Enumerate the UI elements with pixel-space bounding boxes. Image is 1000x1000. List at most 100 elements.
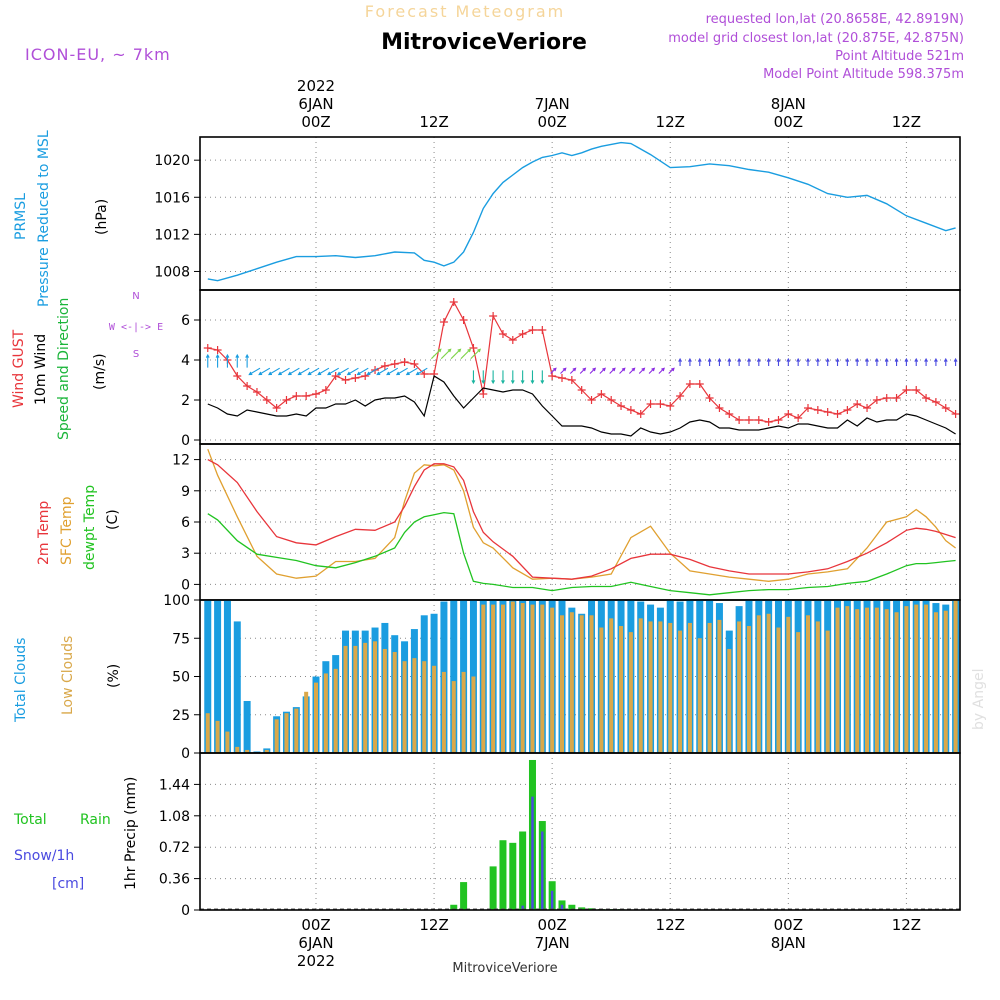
bottom-time-label-line: 2022 [297, 952, 335, 970]
wind-direction-arrow [953, 357, 958, 366]
gust-point [695, 380, 704, 388]
temp-sfc-line [207, 448, 956, 582]
gust-point [754, 416, 763, 424]
low-cloud-bar [776, 627, 781, 753]
gust-point [922, 394, 931, 402]
bottom-time-label-line: 8JAN [771, 934, 806, 952]
low-cloud-bar [314, 682, 318, 753]
wind-direction-arrow [697, 357, 702, 366]
cloud-labels: Total Clouds Low Clouds (%) [13, 636, 122, 723]
low-cloud-bar [589, 615, 594, 753]
rain-label-rain: Rain [80, 812, 111, 828]
gust-point [538, 326, 547, 334]
low-cloud-bar [373, 641, 378, 753]
bottom-time-label-line: 00Z [537, 916, 566, 934]
low-cloud-bar [235, 746, 240, 753]
snow-bar [531, 796, 534, 910]
gust-point [380, 362, 389, 370]
low-cloud-bar [953, 600, 958, 753]
low-cloud-bar [737, 621, 742, 753]
temp-labels: 2m Temp SFC Temp dewpt Temp (C) [36, 485, 121, 570]
wind-direction-arrow [395, 367, 408, 376]
low-cloud-bar [914, 604, 919, 753]
low-cloud-bar [363, 642, 368, 753]
wind-direction-arrow [884, 357, 889, 366]
gust-point [774, 416, 783, 424]
gust-point [705, 394, 714, 402]
wind-direction-arrow [450, 348, 462, 360]
top-time-label-line: 12Z [892, 113, 921, 131]
low-cloud-bar [402, 661, 407, 753]
gust-point [872, 396, 881, 404]
low-cloud-bar [579, 615, 584, 753]
top-time-label: 12Z [419, 113, 448, 131]
low-cloud-bar [599, 627, 604, 753]
top-time-label-line: 2022 [297, 77, 335, 95]
gust-point [331, 372, 340, 380]
low-cloud-bar [933, 612, 938, 753]
low-cloud-bar [609, 618, 614, 753]
wind-direction-arrow [569, 367, 577, 374]
low-cloud-bar [746, 626, 751, 753]
wind-direction-arrow [560, 367, 567, 374]
top-time-label-line: 12Z [656, 113, 685, 131]
plot-area: 10081012101610200246036912025507510000.3… [154, 77, 961, 970]
gust-point [892, 394, 901, 402]
panel-clouds: 0 25 50 75 100 [163, 593, 961, 762]
low-cloud-bar [560, 615, 564, 753]
gust-point [617, 402, 626, 410]
gust-point [656, 400, 665, 408]
wind-direction-arrow [855, 357, 860, 366]
wind-direction-arrow [471, 370, 476, 385]
low-cloud-bar [865, 607, 870, 753]
gust-point [843, 406, 852, 414]
wind-direction-arrow [825, 357, 830, 366]
bottom-time-label: 12Z [656, 916, 685, 934]
pressure-unit: (hPa) [94, 199, 110, 235]
low-cloud-bar [815, 621, 820, 753]
top-time-label-line: 00Z [537, 113, 566, 131]
gust-point [941, 404, 950, 412]
wind-direction-arrow [933, 357, 938, 366]
low-cloud-bar [569, 612, 574, 753]
y-tick-label: 6 [181, 313, 190, 329]
rain-bar [489, 866, 497, 910]
pressure-labels: PRMSL Pressure Reduced to MSL (hPa) [13, 130, 110, 307]
temp-dewpt-line [207, 511, 956, 596]
top-time-label: 12Z [892, 113, 921, 131]
top-time-label-line: 00Z [774, 113, 803, 131]
wind-direction-arrow [628, 367, 636, 374]
wind-direction-arrow [687, 357, 692, 366]
wind-direction-arrow [865, 357, 869, 366]
wind-direction-arrow [235, 353, 240, 368]
low-cloud-bar [304, 691, 309, 753]
wind-direction-arrow [215, 353, 220, 368]
gust-point [272, 404, 281, 412]
wind-direction-arrow [550, 367, 557, 374]
low-cloud-bar [874, 607, 879, 753]
wind-direction-arrow [287, 367, 300, 376]
gust-point [262, 396, 271, 404]
low-cloud-bar [540, 604, 545, 753]
gust-point [725, 410, 734, 418]
low-cloud-bar [245, 749, 250, 753]
wind-dir-label: Speed and Direction [56, 298, 72, 440]
y-tick-label: 6 [181, 515, 190, 531]
wind-direction-arrow [336, 367, 349, 376]
gust-point [912, 386, 921, 394]
gust-point [902, 386, 911, 394]
bottom-time-label: 12Z [892, 916, 921, 934]
y-tick-label: 1012 [154, 227, 190, 243]
top-time-label-line: 12Z [419, 113, 448, 131]
panel-precipitation: 0 0.36 0.72 1.08 1.44 [159, 752, 961, 919]
gust-point [449, 298, 458, 306]
gust-point [804, 404, 812, 412]
low-cloud-bar [471, 676, 476, 753]
gust-point [400, 358, 409, 366]
dewpt-label: dewpt Temp [82, 485, 98, 570]
location-title: MitroviceVeriore [381, 30, 587, 55]
compass-we: W <-|-> E [109, 322, 163, 333]
rain-bar [460, 882, 468, 910]
